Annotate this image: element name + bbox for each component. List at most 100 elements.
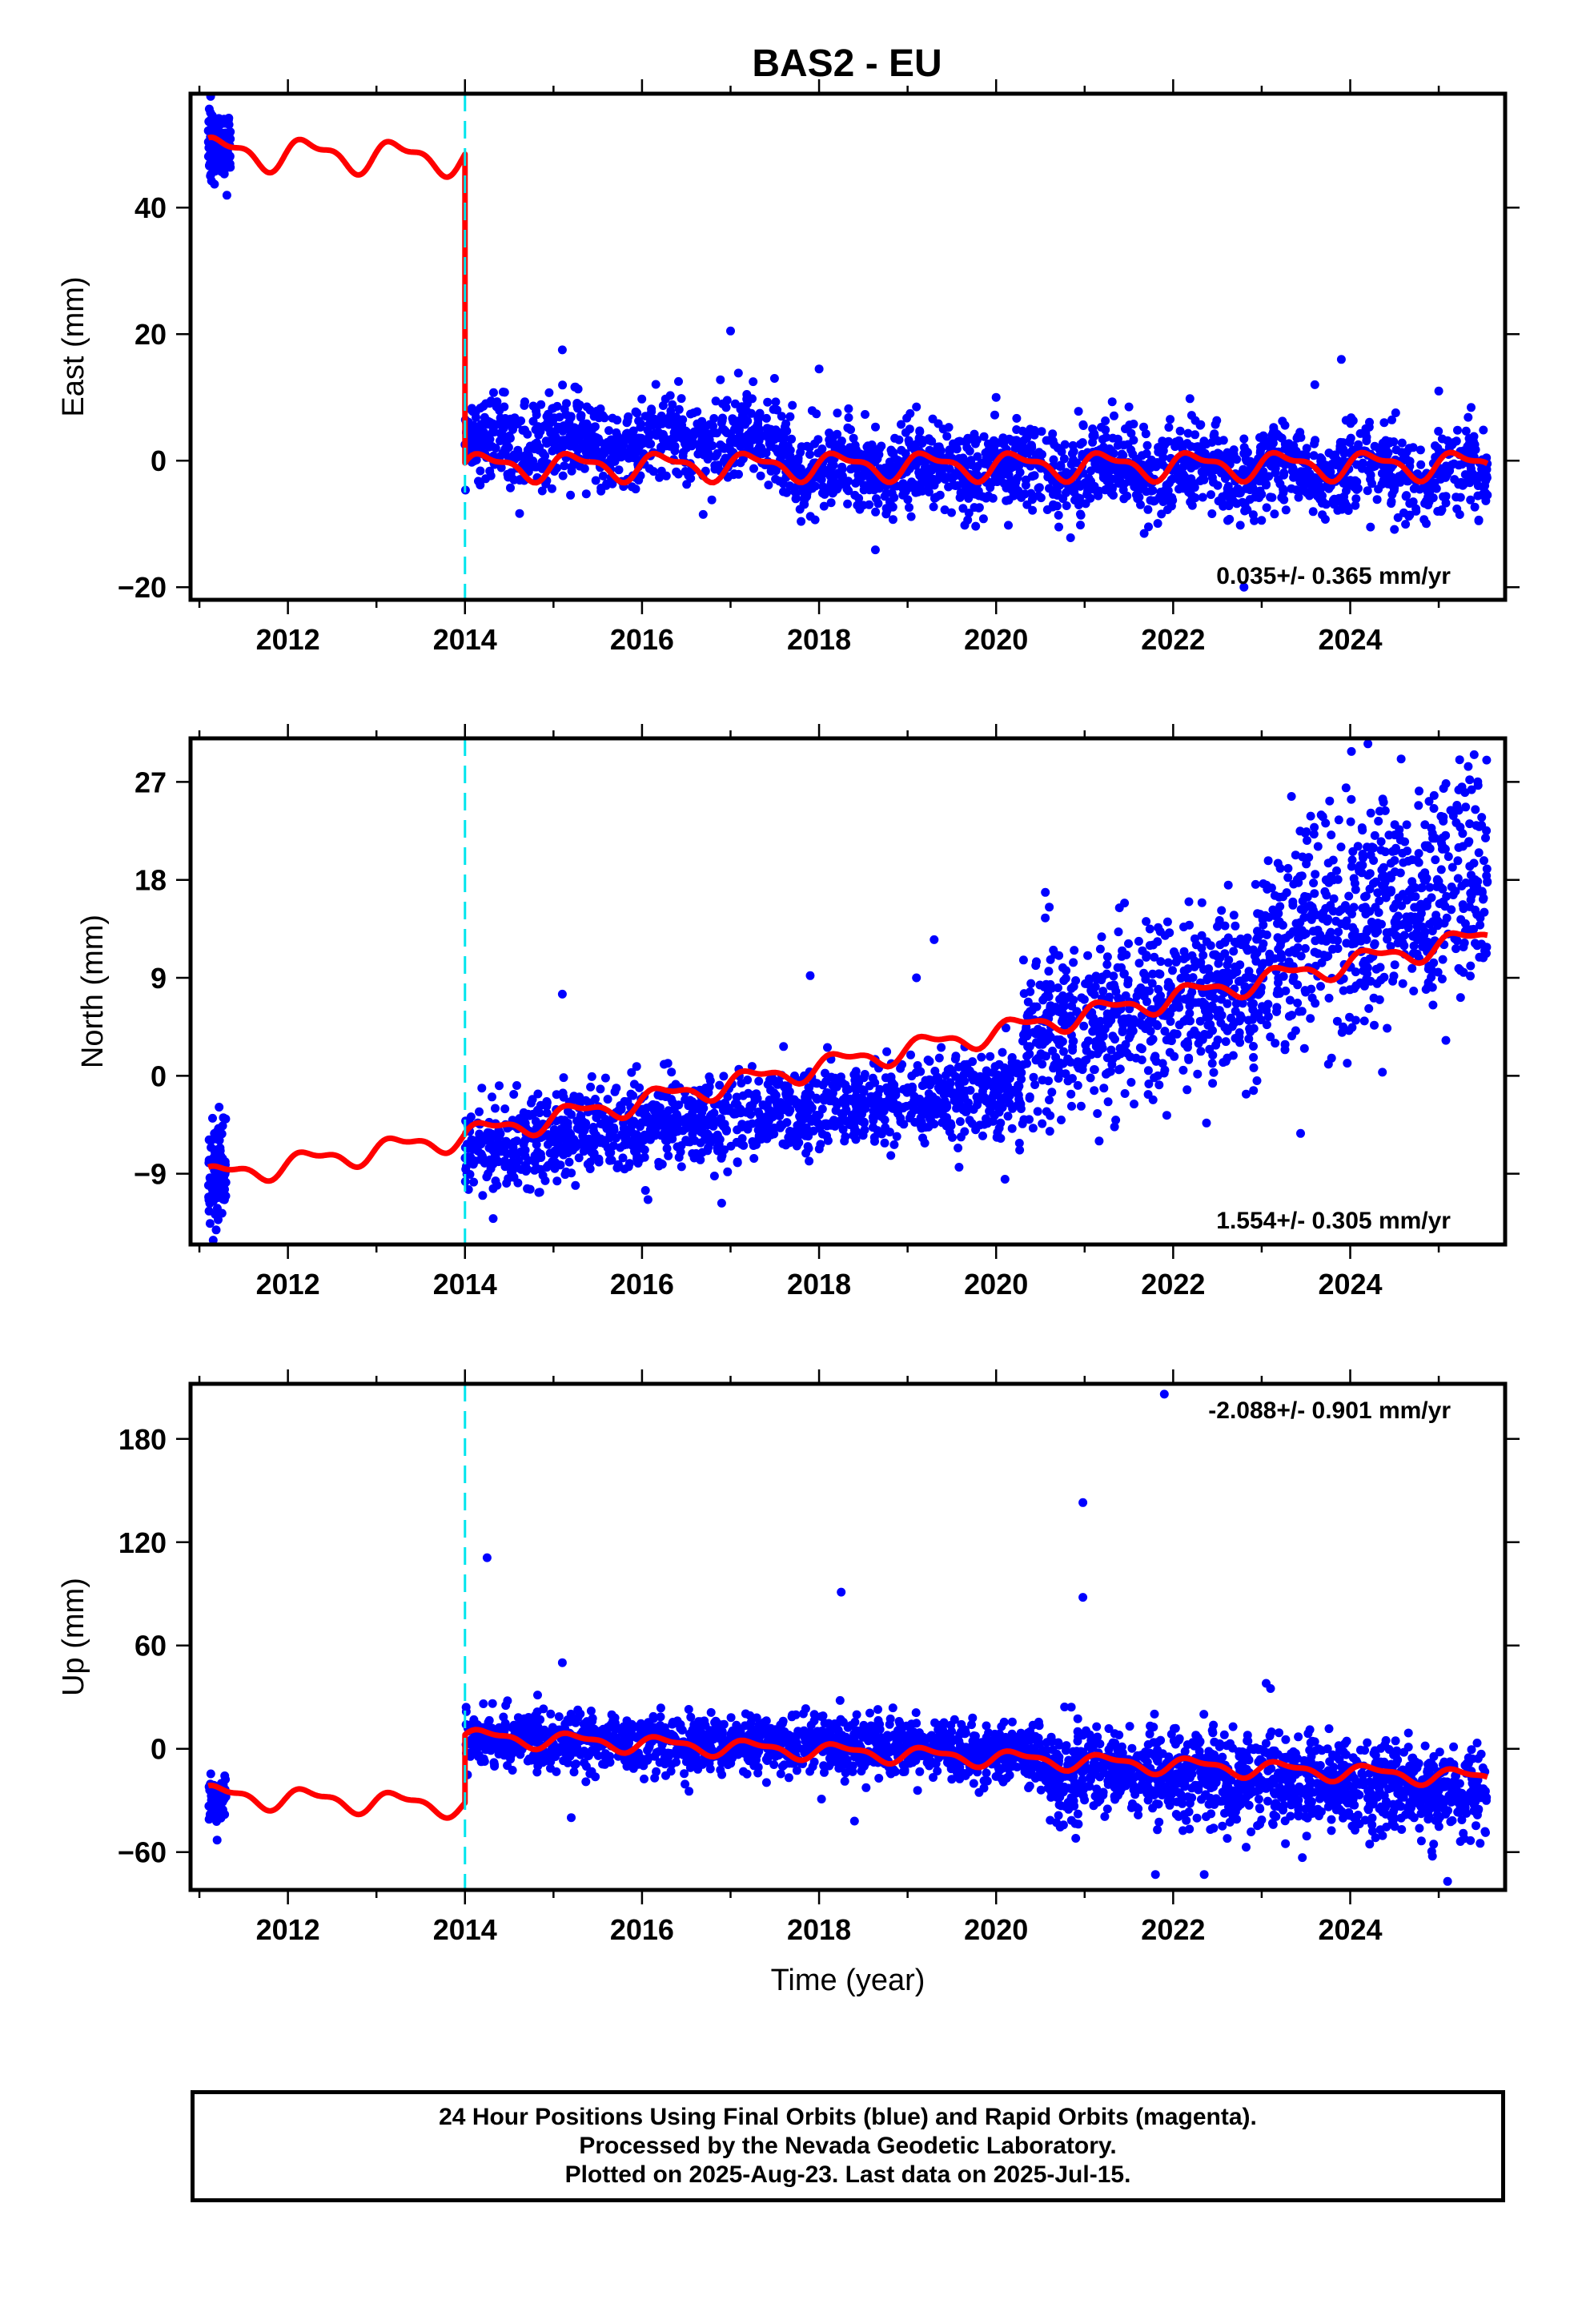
data-point xyxy=(707,495,717,505)
data-point xyxy=(665,415,674,424)
data-point xyxy=(947,508,956,517)
data-point xyxy=(210,179,219,189)
data-point xyxy=(1439,816,1448,826)
data-point xyxy=(1131,1053,1141,1063)
data-point xyxy=(500,402,509,412)
data-point xyxy=(1202,1118,1211,1128)
data-point xyxy=(1142,449,1151,458)
data-point xyxy=(782,1099,792,1108)
data-point xyxy=(612,1084,621,1093)
outlier-point xyxy=(991,392,1001,402)
data-point xyxy=(501,1136,511,1146)
data-point xyxy=(1205,1004,1215,1014)
data-point xyxy=(534,1188,544,1197)
data-point xyxy=(1184,1053,1194,1063)
data-point xyxy=(984,444,994,454)
data-point xyxy=(632,1062,641,1072)
data-point xyxy=(1374,908,1383,917)
data-point xyxy=(1197,943,1207,953)
data-point xyxy=(991,1086,1001,1096)
data-point xyxy=(1248,510,1258,520)
data-point xyxy=(1028,1124,1038,1133)
data-point xyxy=(885,457,894,467)
data-point xyxy=(468,407,478,416)
data-point xyxy=(1385,437,1395,446)
data-point xyxy=(1099,1084,1109,1093)
data-point xyxy=(496,463,506,472)
data-point xyxy=(1170,1051,1179,1061)
data-point xyxy=(1249,1052,1259,1062)
data-point xyxy=(1249,1086,1259,1096)
data-point xyxy=(942,1121,951,1131)
data-point xyxy=(850,1076,860,1085)
data-point xyxy=(805,1156,814,1166)
data-point xyxy=(1443,852,1453,862)
data-point xyxy=(629,444,639,453)
data-point xyxy=(942,432,952,441)
data-point xyxy=(755,424,765,434)
data-point xyxy=(977,458,986,468)
data-point xyxy=(1280,420,1290,430)
data-point xyxy=(898,1104,908,1113)
data-point xyxy=(737,1079,746,1088)
data-point xyxy=(693,407,702,416)
data-point xyxy=(695,448,705,457)
data-point xyxy=(596,1084,605,1094)
data-point xyxy=(654,1157,664,1167)
data-point xyxy=(1153,937,1162,947)
data-point xyxy=(938,424,948,434)
data-point xyxy=(1318,510,1327,520)
data-point xyxy=(890,1100,900,1110)
data-point xyxy=(502,440,512,449)
data-point xyxy=(750,1096,760,1105)
data-point xyxy=(921,466,930,476)
data-point xyxy=(859,1073,869,1083)
data-point xyxy=(604,426,613,436)
x-tick-label: 2022 xyxy=(1141,623,1205,656)
data-point xyxy=(539,421,548,431)
data-point xyxy=(844,404,853,413)
data-point xyxy=(725,429,735,439)
data-point xyxy=(1153,519,1162,529)
data-point xyxy=(893,456,902,465)
data-point xyxy=(1309,879,1319,888)
data-point xyxy=(1358,458,1367,468)
data-point xyxy=(672,467,681,476)
data-point xyxy=(1436,507,1446,517)
data-point xyxy=(572,430,582,440)
data-point xyxy=(1063,1076,1073,1086)
data-point xyxy=(661,441,671,451)
outlier-point xyxy=(557,345,567,355)
data-point xyxy=(601,480,611,490)
data-point xyxy=(1186,483,1196,493)
data-point xyxy=(887,465,896,475)
data-point xyxy=(1418,483,1427,493)
data-point xyxy=(1223,516,1232,525)
data-point xyxy=(829,480,839,489)
data-point xyxy=(934,1076,943,1085)
data-point xyxy=(509,1090,519,1099)
data-point xyxy=(1199,965,1208,974)
data-point xyxy=(1032,1038,1041,1047)
data-point xyxy=(831,1097,841,1107)
data-point xyxy=(1183,428,1193,438)
data-point xyxy=(1271,464,1280,473)
data-point xyxy=(1174,474,1183,483)
data-point xyxy=(1098,472,1108,482)
data-point xyxy=(1076,509,1085,519)
data-point xyxy=(777,412,786,421)
outlier-point xyxy=(912,402,921,412)
data-point xyxy=(972,1092,982,1102)
data-point xyxy=(1464,762,1473,771)
data-point xyxy=(846,425,855,434)
data-point xyxy=(1272,1007,1281,1016)
data-point xyxy=(1144,1080,1154,1088)
data-point xyxy=(1150,952,1159,962)
data-point xyxy=(1213,1035,1223,1045)
data-point xyxy=(838,1095,848,1104)
data-point xyxy=(207,116,216,126)
data-point xyxy=(1154,997,1163,1007)
data-point xyxy=(840,1136,849,1146)
data-point xyxy=(1118,1025,1127,1035)
